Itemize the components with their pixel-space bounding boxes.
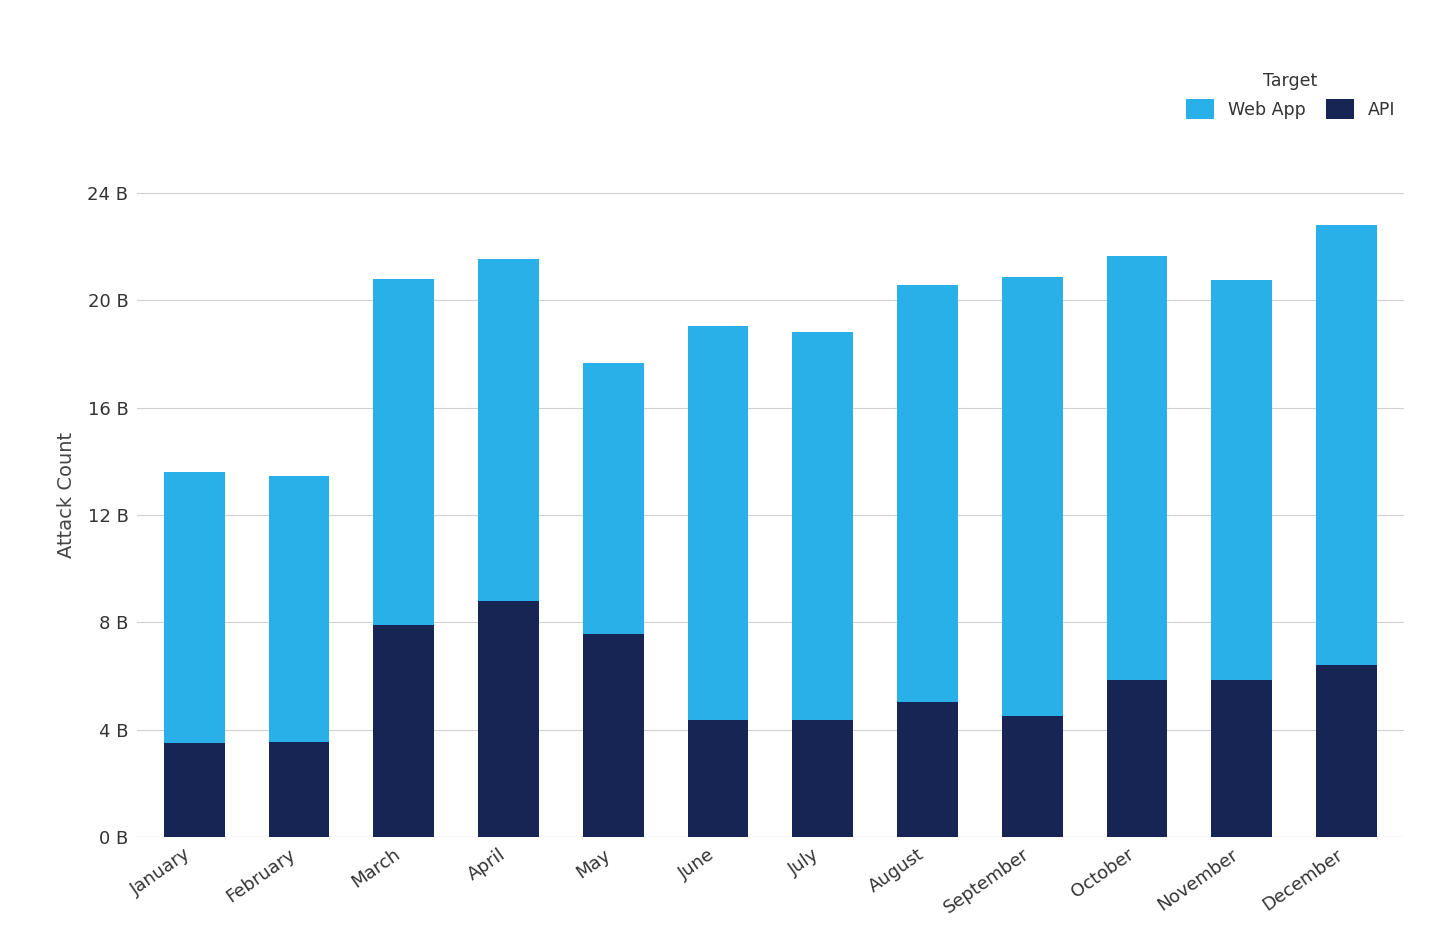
Text: Akamai: Akamai: [1218, 57, 1345, 87]
Bar: [164, 472, 225, 743]
Bar: [583, 635, 644, 837]
Legend: Web App, API: Web App, API: [1187, 72, 1395, 119]
Text: January 1, 2023 – December 31, 2023: January 1, 2023 – December 31, 2023: [32, 97, 428, 117]
Bar: [1211, 280, 1272, 680]
Bar: [1316, 225, 1377, 665]
Bar: [897, 286, 958, 701]
Bar: [478, 601, 539, 837]
Bar: [269, 476, 330, 742]
Bar: [688, 721, 749, 837]
Bar: [373, 625, 435, 837]
Bar: [688, 326, 749, 721]
Bar: [373, 278, 435, 625]
Bar: [1002, 716, 1063, 837]
Bar: [897, 701, 958, 837]
Bar: [792, 721, 852, 837]
Bar: [478, 259, 539, 601]
Bar: [1211, 680, 1272, 837]
Bar: [583, 364, 644, 635]
Bar: [1002, 278, 1063, 716]
Bar: [1106, 256, 1168, 680]
Y-axis label: Attack Count: Attack Count: [58, 432, 76, 558]
Bar: [1106, 680, 1168, 837]
Bar: [1316, 665, 1377, 837]
Bar: [164, 743, 225, 837]
Text: API Monthly Web Attacks: API Monthly Web Attacks: [32, 31, 564, 68]
Bar: [269, 742, 330, 837]
Bar: [792, 332, 852, 721]
